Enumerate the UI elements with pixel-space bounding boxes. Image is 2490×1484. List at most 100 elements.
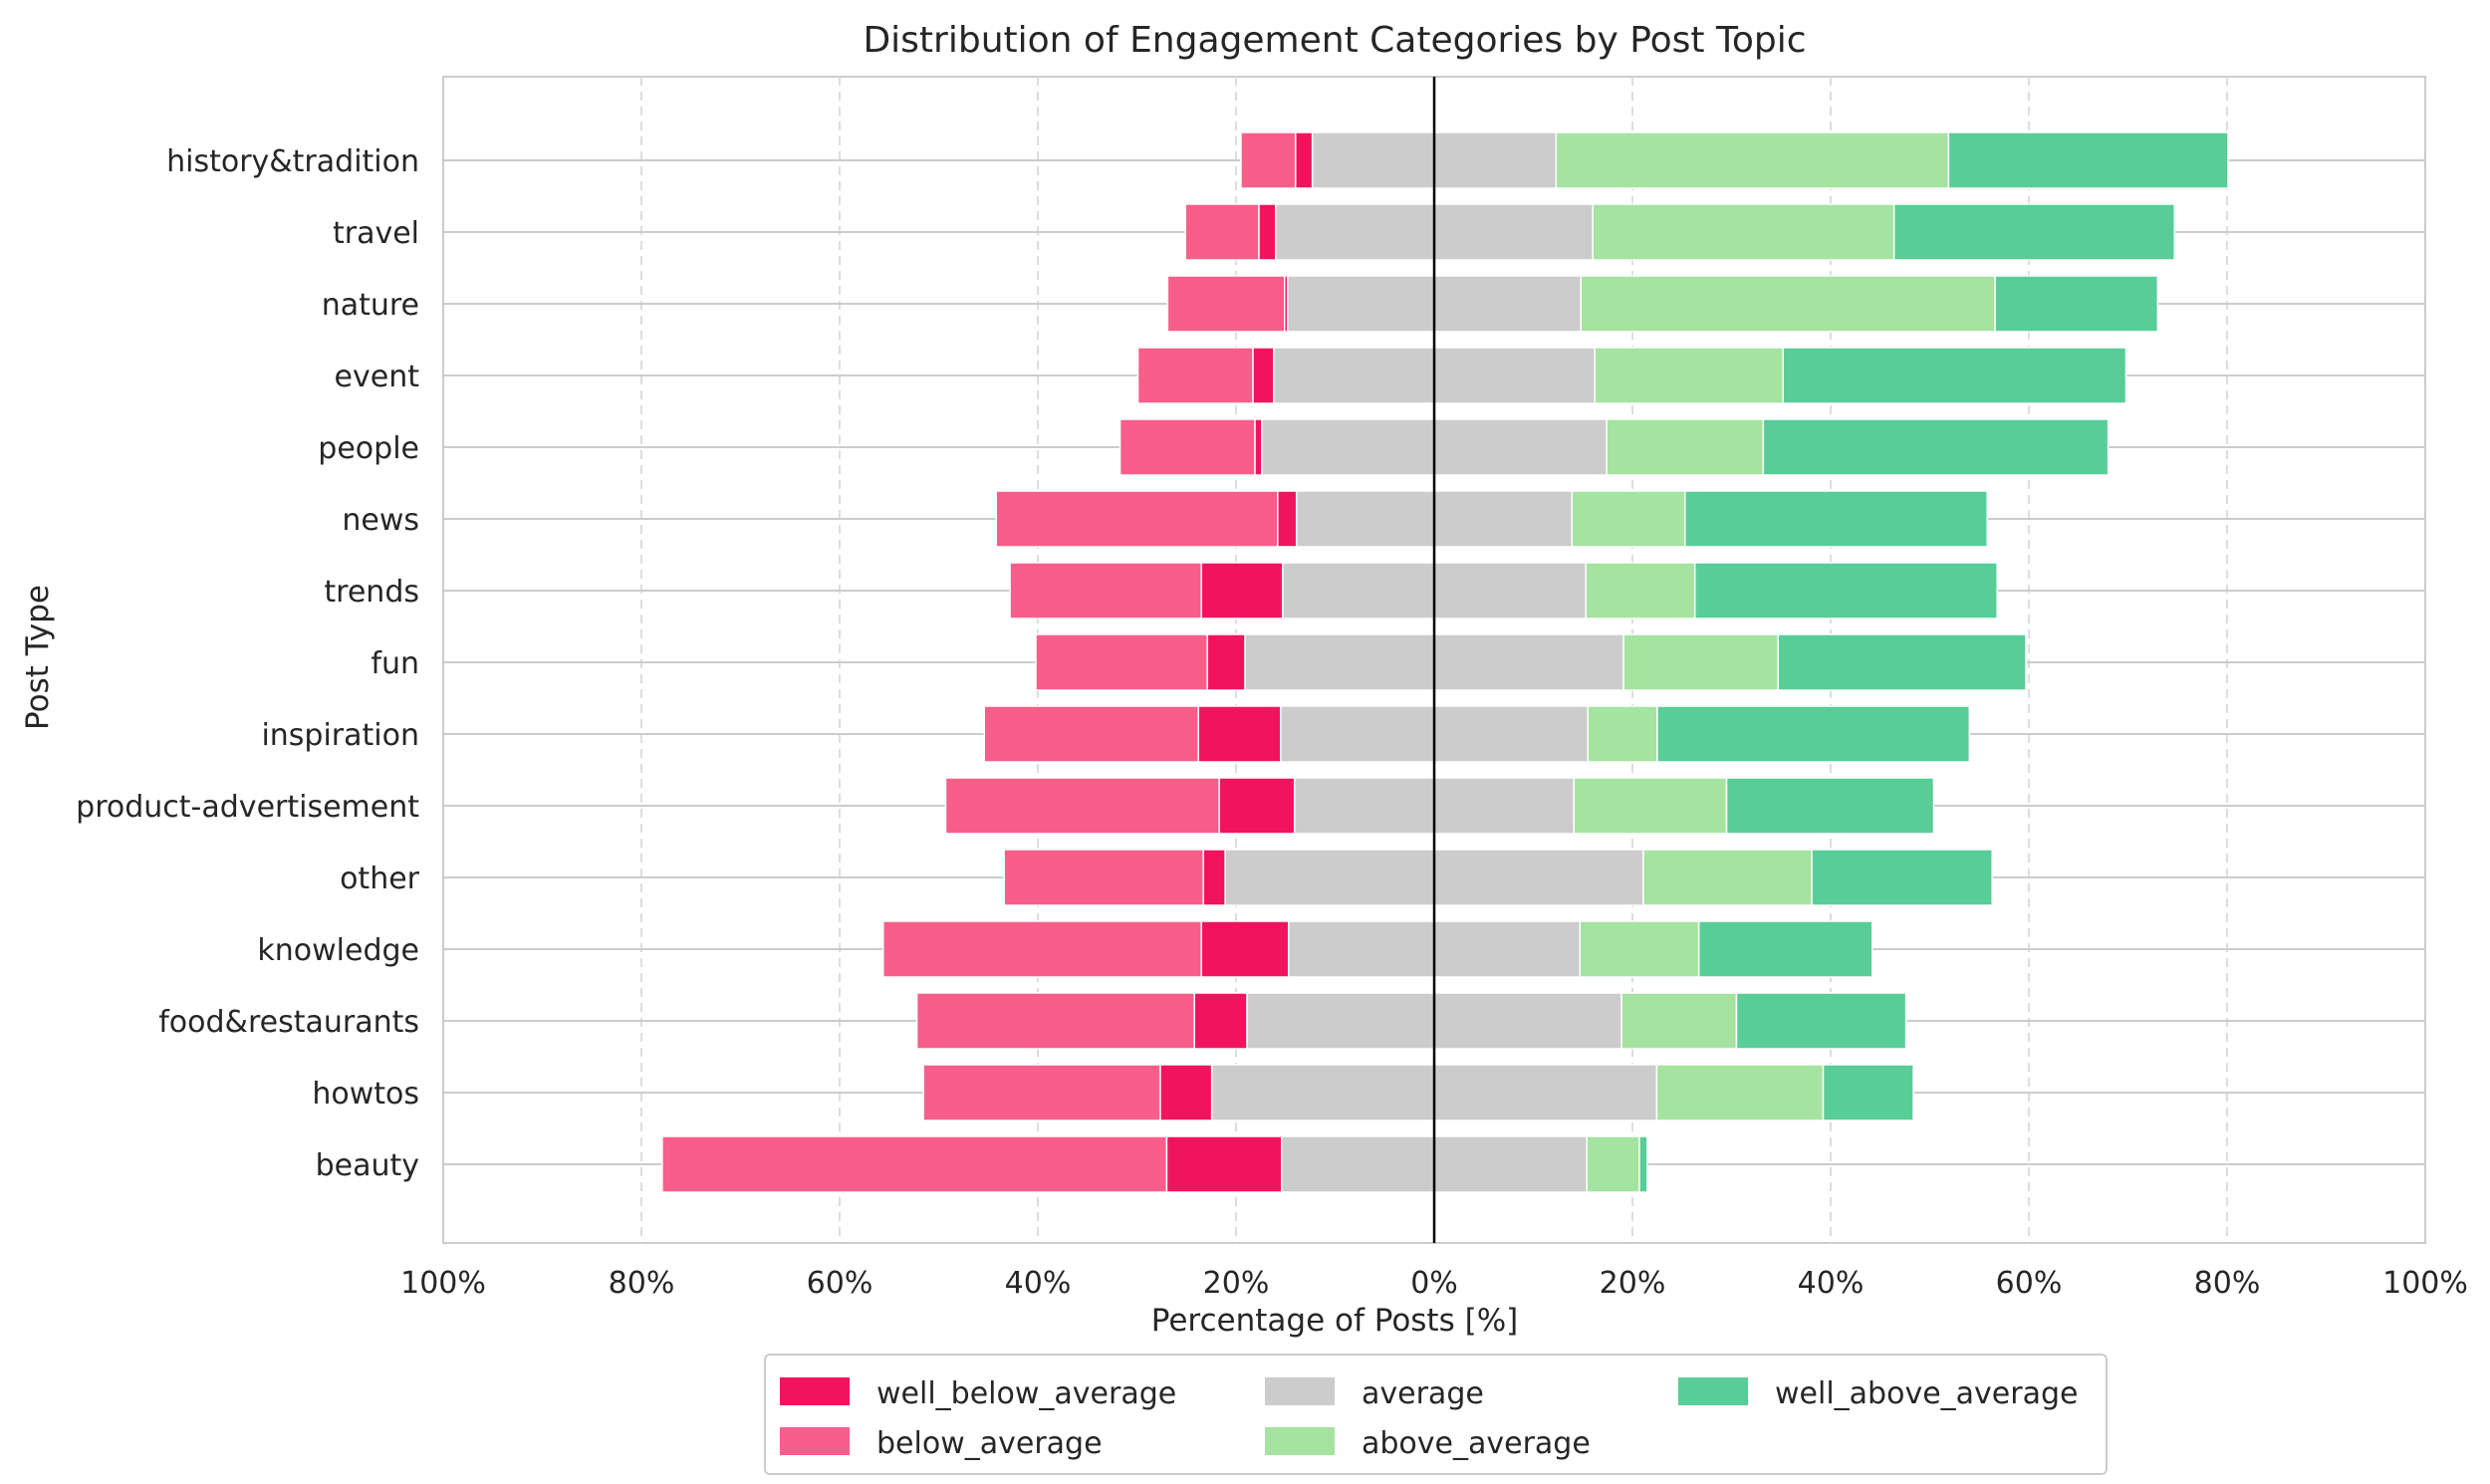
- bar-well-above-average: [1735, 992, 1907, 1050]
- bar-below-average: [1035, 633, 1208, 691]
- axis-layer: history&tradition travel nature event people…: [76, 77, 2468, 1301]
- bar-below-average: [995, 490, 1279, 548]
- bar-average-positive: [1433, 347, 1596, 404]
- bar-average-positive: [1433, 705, 1589, 763]
- y-tick-label: people: [318, 431, 419, 466]
- bar-well-below-average: [1165, 1135, 1283, 1193]
- bar-well-below-average: [1200, 562, 1284, 619]
- y-tick-label: history&tradition: [166, 144, 419, 179]
- bar-average-negative: [1246, 992, 1435, 1050]
- bar-above-average: [1622, 633, 1780, 691]
- bar-well-below-average: [1252, 347, 1275, 404]
- y-tick-label: inspiration: [261, 718, 419, 753]
- y-axis-label: Post Type: [20, 585, 56, 730]
- x-tick-label: 80%: [609, 1266, 675, 1301]
- legend-swatch-well-above-average: [1678, 1377, 1748, 1405]
- bar-average-negative: [1275, 203, 1435, 261]
- bar-below-average: [922, 1064, 1161, 1121]
- y-tick-label: knowledge: [257, 933, 419, 968]
- y-tick-label: beauty: [316, 1148, 419, 1183]
- bar-average-negative: [1224, 849, 1435, 906]
- bar-average-negative: [1282, 562, 1435, 619]
- legend-label-well-below-average: well_below_average: [876, 1376, 1176, 1411]
- bar-below-average: [1009, 562, 1202, 619]
- legend-label-well-above-average: well_above_average: [1775, 1376, 2078, 1411]
- bar-well-below-average: [1206, 633, 1246, 691]
- x-tick-label: 80%: [2194, 1266, 2261, 1301]
- bar-well-above-average: [1683, 490, 1988, 548]
- legend-swatch-above-average: [1265, 1427, 1335, 1455]
- bar-well-below-average: [1159, 1064, 1213, 1121]
- bar-above-average: [1573, 777, 1728, 835]
- legend: well_below_average below_average average ab…: [764, 1354, 2108, 1475]
- bar-below-average: [1166, 275, 1286, 333]
- bar-well-above-average: [1656, 705, 1971, 763]
- bar-well-above-average: [1822, 1064, 1914, 1121]
- bar-average-positive: [1433, 418, 1608, 476]
- bar-well-above-average: [1947, 131, 2229, 189]
- bar-well-above-average: [1638, 1135, 1648, 1193]
- bar-below-average: [944, 777, 1220, 835]
- bar-well-below-average: [1254, 418, 1263, 476]
- bar-average-positive: [1433, 275, 1583, 333]
- bar-well-below-average: [1202, 849, 1226, 906]
- y-tick-label: howtos: [312, 1077, 419, 1112]
- x-tick-label: 100%: [400, 1266, 486, 1301]
- bar-average-positive: [1433, 633, 1624, 691]
- bar-well-above-average: [1777, 633, 2027, 691]
- bar-well-below-average: [1200, 920, 1290, 978]
- legend-box: [764, 1354, 2108, 1475]
- bar-well-below-average: [1218, 777, 1296, 835]
- y-tick-label: travel: [333, 216, 419, 251]
- bar-below-average: [882, 920, 1202, 978]
- y-tick-label: trends: [324, 575, 419, 610]
- bar-well-above-average: [1782, 347, 2127, 404]
- bar-above-average: [1592, 203, 1895, 261]
- x-tick-label: 40%: [1798, 1266, 1865, 1301]
- bar-well-below-average: [1193, 992, 1248, 1050]
- bar-below-average: [1119, 418, 1256, 476]
- x-axis-label: Percentage of Posts [%]: [1151, 1303, 1519, 1339]
- bar-below-average: [915, 992, 1195, 1050]
- x-tick-label: 20%: [1600, 1266, 1666, 1301]
- bar-well-below-average: [1258, 203, 1277, 261]
- bar-below-average: [983, 705, 1199, 763]
- bar-above-average: [1606, 418, 1765, 476]
- bar-average-positive: [1433, 1135, 1588, 1193]
- x-tick-label: 100%: [2382, 1266, 2468, 1301]
- bar-well-above-average: [1892, 203, 2176, 261]
- bar-above-average: [1587, 705, 1658, 763]
- bar-well-above-average: [1762, 418, 2110, 476]
- bar-well-below-average: [1294, 131, 1314, 189]
- x-tick-label: 20%: [1203, 1266, 1270, 1301]
- bar-above-average: [1585, 562, 1696, 619]
- y-tick-label: nature: [322, 288, 419, 323]
- legend-label-above-average: above_average: [1362, 1426, 1591, 1461]
- legend-label-average: average: [1362, 1376, 1484, 1411]
- y-tick-label: fun: [371, 646, 419, 681]
- bar-average-positive: [1433, 992, 1622, 1050]
- bar-above-average: [1571, 490, 1686, 548]
- bars-layer: [661, 131, 2229, 1193]
- bar-average-negative: [1281, 1135, 1435, 1193]
- x-tick-label: 60%: [807, 1266, 873, 1301]
- x-tick-label: 60%: [1996, 1266, 2063, 1301]
- bar-average-negative: [1295, 490, 1435, 548]
- bar-above-average: [1655, 1064, 1825, 1121]
- bar-above-average: [1580, 275, 1996, 333]
- bar-average-positive: [1433, 203, 1594, 261]
- bar-average-negative: [1311, 131, 1435, 189]
- y-tick-label: food&restaurants: [158, 1005, 419, 1040]
- bar-well-above-average: [1725, 777, 1935, 835]
- bar-well-above-average: [1994, 275, 2159, 333]
- x-tick-label: 0%: [1410, 1266, 1458, 1301]
- bar-above-average: [1579, 920, 1700, 978]
- bar-average-positive: [1433, 920, 1582, 978]
- bar-above-average: [1642, 849, 1813, 906]
- x-tick-label: 40%: [1005, 1266, 1072, 1301]
- bar-well-above-average: [1693, 562, 1998, 619]
- bar-below-average: [1240, 131, 1297, 189]
- y-tick-label: other: [340, 862, 420, 896]
- bar-average-positive: [1433, 777, 1576, 835]
